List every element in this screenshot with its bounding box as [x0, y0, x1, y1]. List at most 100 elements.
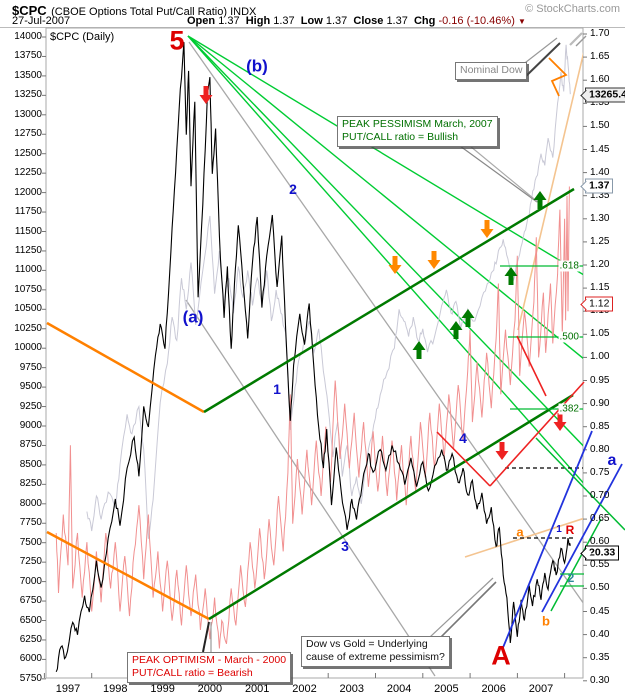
- x-axis-year-label: 1998: [103, 683, 128, 695]
- right-axis-tick-label: 0.45: [590, 605, 610, 617]
- wave-label: a: [607, 452, 617, 469]
- right-axis-tick-label: 0.85: [590, 420, 610, 432]
- right-axis-tick-label: 1.30: [590, 212, 610, 224]
- fib-level-label: .500: [558, 331, 580, 343]
- wave-label: a: [516, 524, 524, 540]
- wave-label: 2: [567, 571, 575, 585]
- chg-label: Chg: [413, 15, 436, 27]
- fib-level-label: .618: [558, 260, 580, 272]
- wave-label: (b): [246, 56, 268, 76]
- copyright-label: © StockCharts.com: [525, 3, 620, 15]
- ohlc-row: Open 1.37 High 1.37 Low 1.37 Close 1.37 …: [187, 15, 526, 27]
- right-axis-tick-label: 0.70: [590, 490, 610, 501]
- open-label: Open: [187, 15, 216, 27]
- right-axis-tick-label: 1.55: [590, 97, 610, 109]
- left-axis-tick-label: 11750: [14, 206, 42, 218]
- wave-label: 1: [556, 524, 562, 535]
- x-axis-year-label: 2000: [197, 683, 223, 695]
- left-axis-tick-label: 6250: [19, 633, 42, 645]
- up-arrow-marker: [449, 321, 463, 339]
- close-label: Close: [353, 15, 384, 27]
- x-axis-year-label: 2007: [528, 683, 554, 695]
- ticker-description: (CBOE Options Total Put/Call Ratio) INDX: [51, 6, 257, 18]
- left-axis-tick-label: 14000: [14, 31, 42, 42]
- left-axis-tick-label: 8500: [19, 458, 42, 470]
- left-axis-tick-label: 10500: [14, 303, 42, 315]
- x-axis-year-label: 2006: [481, 683, 506, 695]
- right-axis-tick-label: 0.55: [590, 559, 610, 571]
- down-arrow-marker: [495, 442, 509, 460]
- left-axis-tick-label: 7250: [19, 556, 42, 568]
- left-axis-tick-label: 12250: [14, 167, 42, 179]
- left-axis-tick-label: 9250: [19, 400, 42, 412]
- chart-date: 27-Jul-2007: [12, 15, 71, 27]
- nominal-dow-callout: Nominal Dow: [455, 62, 528, 80]
- left-axis-tick-label: 7500: [19, 536, 42, 548]
- left-axis-tick-label: 12000: [14, 186, 42, 198]
- right-axis-tick-label: 0.65: [590, 513, 610, 525]
- down-arrow-marker: [427, 251, 441, 269]
- peak-pessimism-line1: PEAK PESSIMISM March, 2007: [342, 118, 493, 130]
- right-axis-tick-label: 0.75: [590, 466, 610, 478]
- series-nominal-dow: [86, 44, 571, 539]
- down-arrow-marker: [553, 413, 567, 431]
- right-axis-tick-label: 1.35: [590, 189, 610, 201]
- low-value: 1.37: [325, 15, 348, 27]
- wave-label: R: [565, 523, 575, 537]
- peak-pessimism-line2: PUT/CALL ratio = Bullish: [342, 131, 459, 143]
- left-axis-tick-label: 13000: [14, 108, 42, 120]
- right-axis-tick-label: 1.20: [590, 259, 610, 270]
- peak-optimism-callout: PEAK OPTIMISM - March - 2000 PUT/CALL ra…: [127, 652, 292, 683]
- left-axis-tick-label: 10750: [14, 283, 42, 295]
- left-axis-tick-label: 13250: [14, 89, 42, 101]
- wave-label: 4: [459, 430, 467, 446]
- left-axis-tick-label: 7000: [19, 575, 42, 587]
- peak-pessimism-callout: PEAK PESSIMISM March, 2007 PUT/CALL rati…: [337, 116, 498, 147]
- price-tag: 20.33: [585, 545, 620, 561]
- orange-zigzag: [548, 57, 568, 97]
- x-axis-year-label: 2005: [434, 683, 459, 695]
- right-axis-tick-label: 0.60: [590, 536, 610, 548]
- fib-level-label: .382: [558, 403, 580, 415]
- chg-down-icon: ▼: [517, 17, 526, 26]
- right-axis-tick-label: 0.30: [590, 674, 610, 686]
- x-axis-year-label: 2001: [244, 683, 270, 695]
- x-axis-year-label: 2003: [339, 683, 365, 695]
- left-axis-tick-label: 9750: [19, 361, 42, 373]
- watermark-stroke-1: [569, 32, 583, 46]
- right-axis-tick-label: 0.95: [590, 374, 610, 386]
- right-axis-tick-label: 0.35: [590, 651, 610, 663]
- right-axis-tick-label: 0.90: [590, 397, 610, 409]
- left-axis-tick-label: 13750: [14, 50, 42, 62]
- right-axis-tick-label: 0.50: [590, 582, 610, 594]
- right-axis-tick-label: 1.45: [590, 143, 610, 155]
- wave-label: 1: [273, 381, 281, 397]
- dow-vs-gold-line1: Dow vs Gold = Underlying: [306, 638, 428, 650]
- chart-period-label: $CPC (Daily): [50, 31, 115, 43]
- right-axis-tick-label: 1.60: [590, 74, 610, 86]
- left-axis-tick-label: 11500: [14, 225, 42, 237]
- wave-label: 2: [289, 181, 297, 197]
- ticker-symbol: $CPC: [12, 3, 47, 18]
- left-axis-tick-label: 8000: [19, 497, 42, 509]
- peak-optimism-line2: PUT/CALL ratio = Bearish: [132, 667, 253, 679]
- left-axis-tick-label: 6500: [19, 614, 42, 626]
- open-value: 1.37: [218, 15, 240, 27]
- left-axis-tick-label: 11250: [14, 244, 42, 256]
- dow-vs-gold-line2: cause of extreme pessimism?: [306, 651, 445, 663]
- right-axis-tick-label: 1.50: [590, 120, 610, 132]
- high-label: High: [245, 15, 271, 27]
- price-tag: 13265.4: [585, 87, 625, 103]
- x-axis-year-label: 1997: [55, 683, 81, 695]
- left-axis-tick-label: 11000: [14, 264, 42, 276]
- wave-label: b: [542, 613, 550, 629]
- right-axis-tick-label: 1.70: [590, 28, 610, 39]
- series-dow-gold-ratio: [55, 42, 571, 673]
- high-value: 1.37: [273, 15, 295, 27]
- left-axis-tick-label: 13500: [14, 69, 42, 81]
- down-arrow-marker: [199, 86, 213, 104]
- left-axis-tick-label: 9500: [19, 381, 42, 393]
- wave-label: 5: [169, 25, 185, 56]
